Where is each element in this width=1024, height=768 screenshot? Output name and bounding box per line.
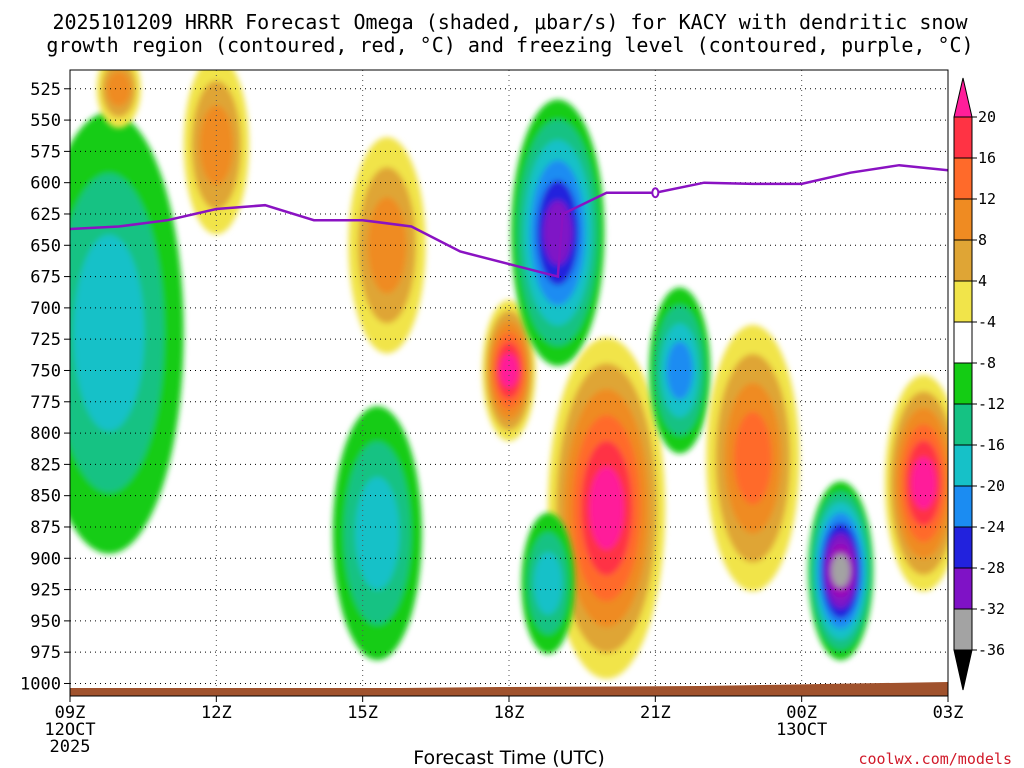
colorbar-label: -16 <box>978 436 1005 454</box>
y-tick-label: 675 <box>30 268 61 288</box>
colorbar-label: -20 <box>978 477 1005 495</box>
omega-region <box>808 481 874 661</box>
omega-region <box>885 375 948 592</box>
colorbar-label: -28 <box>978 559 1005 577</box>
y-tick-label: 900 <box>30 549 61 569</box>
chart-title-line-1: 2025101209 HRRR Forecast Omega (shaded, … <box>52 10 968 34</box>
colorbar-label: 12 <box>978 190 996 208</box>
y-tick-label: 950 <box>30 612 61 632</box>
freezing-level-line <box>70 163 948 279</box>
plot-area <box>70 70 948 696</box>
omega-region <box>521 512 575 654</box>
x-tick-label: 15Z <box>347 703 378 723</box>
omega-contour-band <box>543 200 573 266</box>
y-tick-label: 625 <box>30 205 61 225</box>
x-axis-title: Forecast Time (UTC) <box>413 747 604 768</box>
omega-contour-band <box>666 341 693 400</box>
omega-contour-band <box>734 411 772 505</box>
colorbar-segment <box>953 567 973 610</box>
x-tick-label: 18Z <box>494 703 525 723</box>
y-tick-label: 600 <box>30 174 61 194</box>
x-tick-label: 03Z <box>933 703 964 723</box>
colorbar-bottom-arrow <box>953 649 973 691</box>
x-tick-label: 21Z <box>640 703 671 723</box>
omega-region <box>706 324 800 592</box>
colorbar-segment <box>953 239 973 282</box>
omega-region <box>511 99 605 366</box>
omega-contour-band <box>533 551 563 615</box>
colorbar-label: -12 <box>978 395 1005 413</box>
y-tick-label: 1000 <box>20 674 61 694</box>
colorbar-label: -32 <box>978 600 1005 618</box>
y-tick-label: 925 <box>30 581 61 601</box>
y-tick-label: 975 <box>30 643 61 663</box>
surface-terrain <box>70 682 948 696</box>
omega-shaded-field <box>70 70 948 679</box>
omega-colorbar: 20 16 12 8 4 -4 -8 -12 -16 -20 -24 -28 -32 -36 <box>953 77 1005 691</box>
colorbar-segment <box>953 321 973 364</box>
colorbar-segment <box>953 362 973 405</box>
y-tick-label: 550 <box>30 111 61 131</box>
credit-text: coolwx.com/models <box>858 750 1012 768</box>
omega-region <box>332 406 422 661</box>
omega-contour-band <box>106 71 131 107</box>
x-tick-label: 00Z <box>786 703 817 723</box>
colorbar-label: -8 <box>978 354 996 372</box>
omega-region <box>649 287 711 454</box>
y-tick-label: 775 <box>30 393 61 413</box>
colorbar-label: -4 <box>978 313 996 331</box>
colorbar-segment <box>953 444 973 487</box>
pressure-axis: 525 550 575 600 625 650 675 700 725 750 775 800 825 8… <box>20 80 70 694</box>
omega-contour-band <box>73 234 145 432</box>
y-tick-label: 750 <box>30 361 61 381</box>
y-tick-label: 700 <box>30 299 61 319</box>
colorbar-segment <box>953 485 973 528</box>
chart-title-line-2: growth region (contoured, red, °C) and f… <box>46 33 973 57</box>
x-tick-label: 2025 <box>50 737 91 757</box>
x-tick-label: 09Z <box>55 703 86 723</box>
colorbar-label: 8 <box>978 231 987 249</box>
omega-contour-band <box>589 466 624 550</box>
y-tick-label: 850 <box>30 487 61 507</box>
freezing-level-label-0 <box>651 187 660 199</box>
colorbar-label: -36 <box>978 641 1005 659</box>
colorbar-label: 16 <box>978 149 996 167</box>
y-tick-label: 525 <box>30 80 61 100</box>
y-tick-label: 875 <box>30 518 61 538</box>
x-tick-label: 13OCT <box>776 720 827 740</box>
colorbar-segment <box>953 280 973 323</box>
colorbar-label: 4 <box>978 272 987 290</box>
colorbar-segment <box>953 198 973 241</box>
colorbar-segment <box>953 608 973 651</box>
colorbar-label: -24 <box>978 518 1005 536</box>
y-tick-label: 650 <box>30 236 61 256</box>
colorbar-segment <box>953 116 973 159</box>
colorbar-segment <box>953 526 973 569</box>
omega-region <box>547 337 666 679</box>
y-tick-label: 575 <box>30 142 61 162</box>
omega-contour-band <box>355 476 400 590</box>
omega-contour-band <box>831 554 851 588</box>
y-tick-label: 825 <box>30 455 61 475</box>
x-tick-label: 12OCT <box>44 720 95 740</box>
colorbar-label: 20 <box>978 108 996 126</box>
x-tick-label: 12Z <box>201 703 232 723</box>
colorbar-top-arrow <box>953 77 973 118</box>
omega-region <box>96 70 141 129</box>
colorbar-segment <box>953 403 973 446</box>
colorbar-segment <box>953 157 973 200</box>
y-tick-label: 800 <box>30 424 61 444</box>
omega-contour-band <box>911 456 937 510</box>
y-tick-label: 725 <box>30 330 61 350</box>
